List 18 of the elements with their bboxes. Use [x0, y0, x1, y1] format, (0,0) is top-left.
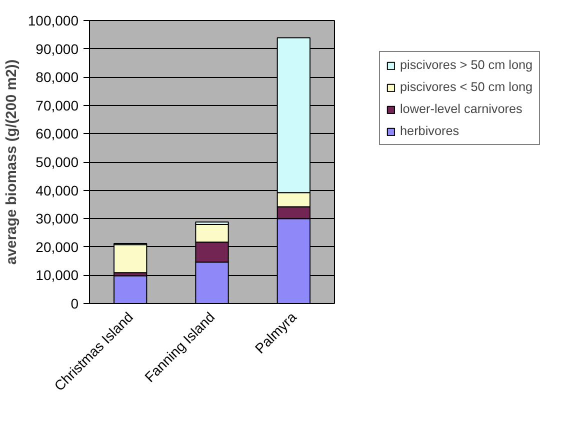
legend-label: piscivores < 50 cm long: [400, 80, 533, 94]
y-tick-label: 10,000: [36, 267, 79, 284]
y-tick-label: 40,000: [36, 182, 79, 198]
y-axis-title: average biomass (g/(200 m2)): [4, 59, 20, 265]
y-tick-label: 100,000: [28, 12, 79, 28]
bar: [114, 275, 148, 304]
legend-label: lower-level carnivores: [400, 102, 522, 116]
y-tick-label: 50,000: [36, 154, 79, 170]
legend-label: herbivores: [400, 124, 460, 138]
y-tick-label: 20,000: [36, 238, 79, 255]
legend-label: piscivores > 50 cm long: [400, 58, 533, 72]
y-tick-label: 70,000: [36, 97, 79, 114]
y-tick-label: 80,000: [36, 69, 79, 86]
y-tick-label: 30,000: [36, 210, 79, 227]
bar: [114, 244, 148, 274]
y-tick-label: 60,000: [36, 126, 79, 142]
y-tick-label: 0: [70, 296, 79, 312]
y-tick-label: 90,000: [36, 40, 79, 57]
